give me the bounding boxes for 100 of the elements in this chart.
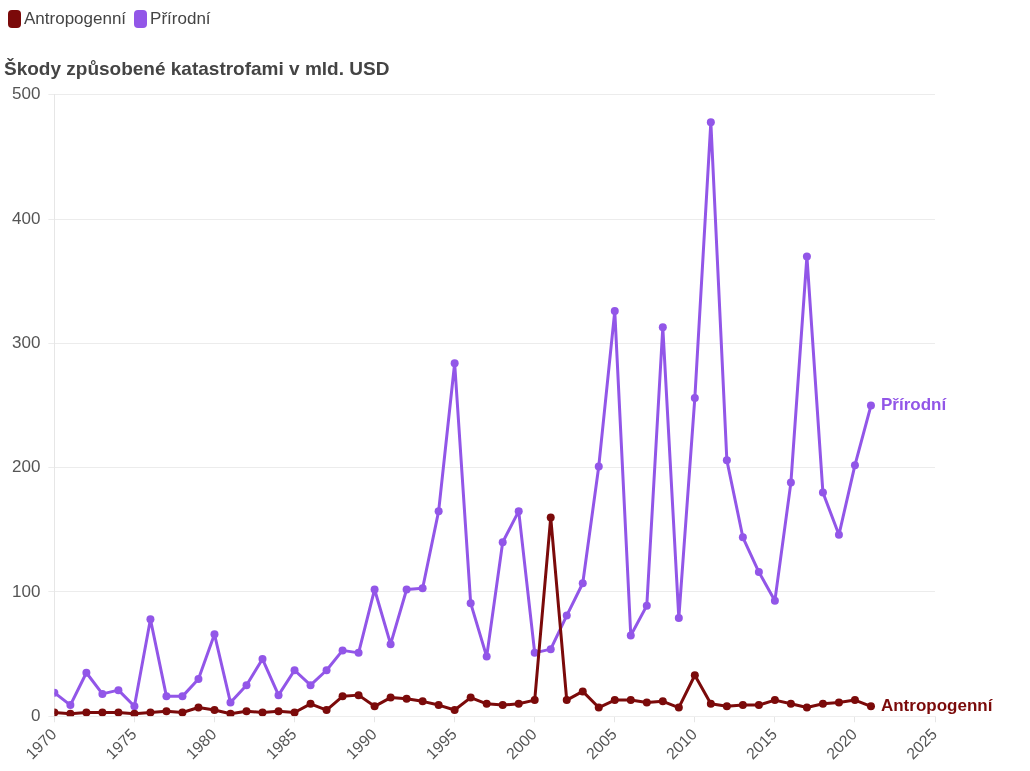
point [434, 701, 443, 710]
point [82, 708, 91, 717]
point [514, 507, 523, 516]
point [386, 693, 395, 702]
point [754, 701, 763, 710]
chart-title: Škody způsobené katastrofami v mld. USD [4, 57, 390, 79]
point [786, 478, 795, 487]
point [498, 701, 507, 710]
point [450, 706, 459, 715]
legend-label: Přírodní [150, 9, 211, 29]
point [754, 568, 763, 577]
point [626, 696, 635, 705]
point [610, 696, 619, 705]
point [770, 696, 779, 705]
point [802, 252, 811, 261]
point [482, 699, 491, 708]
point [818, 699, 827, 708]
point [658, 323, 667, 332]
point [274, 707, 283, 716]
point [722, 456, 731, 465]
point [130, 709, 139, 717]
point [98, 689, 107, 698]
point [98, 708, 107, 717]
point [178, 692, 187, 701]
point [642, 601, 651, 610]
point [466, 599, 475, 608]
point [562, 611, 571, 620]
point [178, 708, 187, 717]
point [162, 707, 171, 716]
y-tick-label: 100 [11, 581, 41, 601]
point [690, 671, 699, 680]
point [658, 697, 667, 706]
point [258, 708, 267, 717]
point [338, 692, 347, 701]
point [306, 681, 315, 690]
point [258, 655, 267, 664]
point [322, 706, 331, 715]
point [738, 701, 747, 710]
point [66, 701, 75, 710]
y-tick-label: 400 [11, 208, 41, 228]
y-tick-label: 500 [11, 84, 41, 104]
point [130, 702, 139, 711]
point [306, 699, 315, 708]
text: Antropogenní [880, 696, 993, 715]
point [354, 691, 363, 700]
point [498, 538, 507, 547]
point [194, 674, 203, 683]
point [866, 401, 875, 410]
point [802, 703, 811, 712]
point [850, 696, 859, 705]
point [866, 702, 875, 711]
point [530, 696, 539, 705]
point [722, 702, 731, 711]
point [434, 507, 443, 516]
point [786, 699, 795, 708]
point [146, 615, 155, 624]
point [386, 640, 395, 649]
point [290, 666, 299, 675]
point [210, 706, 219, 715]
point [706, 118, 715, 127]
point [514, 699, 523, 708]
point [690, 394, 699, 403]
point [370, 585, 379, 594]
point [210, 630, 219, 639]
point [674, 703, 683, 712]
point [66, 709, 75, 717]
point [194, 703, 203, 712]
point [114, 708, 123, 717]
point [578, 687, 587, 696]
point [546, 645, 555, 654]
point [418, 584, 427, 593]
point [322, 666, 331, 675]
y-tick-label: 300 [11, 333, 41, 353]
point [626, 631, 635, 640]
point [482, 652, 491, 661]
point [354, 648, 363, 657]
point [818, 488, 827, 497]
point [274, 691, 283, 700]
point [738, 533, 747, 542]
point [546, 513, 555, 522]
text: Přírodní [880, 395, 947, 415]
point [642, 698, 651, 707]
point [114, 686, 123, 695]
point [770, 596, 779, 605]
point [146, 708, 155, 717]
point [82, 668, 91, 677]
point [450, 359, 459, 368]
point [226, 709, 235, 717]
point [578, 579, 587, 588]
point [402, 585, 411, 594]
point [834, 698, 843, 707]
point [418, 697, 427, 706]
point [290, 708, 299, 717]
point [594, 462, 603, 471]
point [466, 693, 475, 702]
point [162, 692, 171, 701]
point [338, 646, 347, 655]
point [850, 461, 859, 470]
point [674, 614, 683, 623]
point [562, 696, 571, 705]
